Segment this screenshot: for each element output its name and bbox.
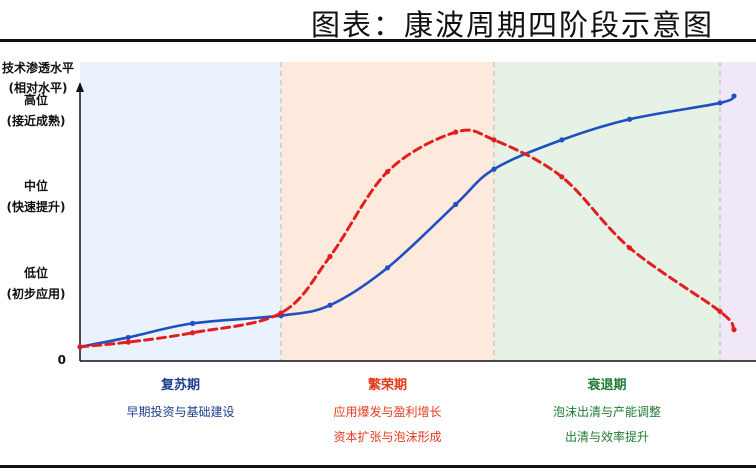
series-1-point-6 bbox=[384, 265, 391, 271]
phase-band-3 bbox=[494, 62, 720, 361]
series-2-point-9 bbox=[559, 174, 565, 180]
series-1-point-8 bbox=[491, 166, 497, 172]
phase-desc-3-1: 泡沫出清与产能调整 bbox=[553, 404, 661, 419]
y-tick-label-0: 0 bbox=[58, 353, 66, 367]
series-2-point-4 bbox=[278, 310, 284, 316]
phase-band-2 bbox=[281, 62, 494, 361]
series-1-point-3 bbox=[189, 320, 196, 326]
y-axis-arrow bbox=[76, 82, 84, 92]
y-tick-label-1-2: (初步应用) bbox=[7, 286, 66, 301]
series-1-point-11 bbox=[717, 100, 723, 106]
phase-band-4 bbox=[720, 62, 756, 361]
y-tick-label-2-2: (快速提升) bbox=[7, 199, 66, 214]
series-2-point-12 bbox=[731, 327, 737, 333]
series-2-point-3 bbox=[189, 330, 196, 336]
y-axis-title-2: (相对水平) bbox=[9, 80, 68, 95]
y-tick-label-3-1: 高位 bbox=[24, 92, 48, 107]
phase-name-3: 衰退期 bbox=[586, 377, 626, 393]
series-1-point-9 bbox=[559, 137, 565, 143]
bottom-rule bbox=[0, 465, 756, 468]
phase-desc-1-1: 早期投资与基础建设 bbox=[126, 404, 234, 419]
series-2-point-7 bbox=[453, 129, 459, 135]
y-tick-label-1-1: 低位 bbox=[23, 265, 48, 280]
series-2-point-8 bbox=[491, 137, 497, 143]
series-2-point-10 bbox=[627, 245, 633, 251]
series-2-point-5 bbox=[327, 253, 333, 260]
series-2-point-2 bbox=[125, 339, 131, 345]
phase-name-1: 复苏期 bbox=[160, 377, 200, 393]
series-2-point-11 bbox=[717, 308, 723, 315]
series-2-line bbox=[78, 128, 736, 349]
phase-name-2: 繁荣期 bbox=[368, 377, 407, 393]
y-tick-label-3-2: (接近成熟) bbox=[7, 113, 66, 128]
phase-band-1 bbox=[80, 62, 281, 361]
y-axis-title-1: 技术渗透水平 bbox=[2, 60, 74, 75]
series-1-point-12 bbox=[731, 93, 737, 99]
series-1-point-2 bbox=[125, 334, 131, 341]
phase-desc-3-2: 出清与效率提升 bbox=[565, 429, 649, 444]
series-2-point-6 bbox=[384, 169, 391, 175]
series-2-point-1 bbox=[77, 344, 83, 350]
series-1-point-5 bbox=[327, 302, 333, 308]
phase-desc-2-1: 应用爆发与盈利增长 bbox=[333, 404, 441, 419]
phase-desc-2-2: 资本扩张与泡沫形成 bbox=[333, 430, 441, 444]
chart-title: 图表：康波周期四阶段示意图 bbox=[310, 8, 714, 42]
series-1-point-10 bbox=[627, 116, 633, 122]
top-rule bbox=[0, 39, 756, 42]
y-tick-label-2-1: 中位 bbox=[24, 178, 48, 193]
series-1-point-7 bbox=[453, 201, 459, 207]
